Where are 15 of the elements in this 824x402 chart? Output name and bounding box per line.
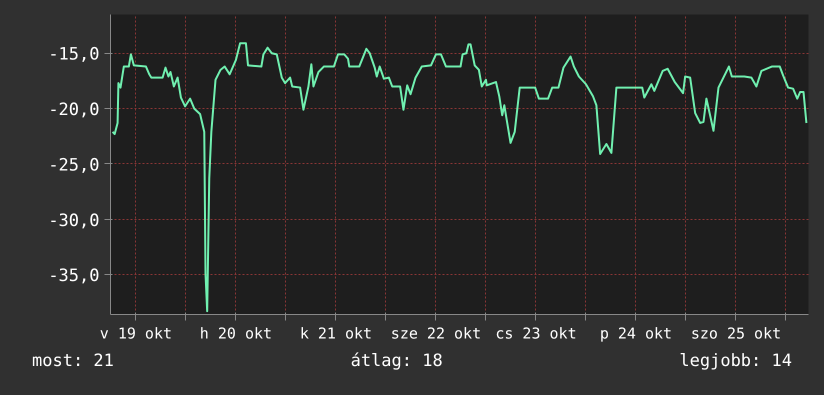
y-tick-label: -25,0 [48, 155, 100, 176]
y-tick-label: -30,0 [48, 210, 100, 231]
x-tick-label: h 20 okt [200, 324, 272, 342]
x-tick-label: p 24 okt [600, 324, 672, 342]
text: legjobb: 14 [679, 350, 792, 373]
x-tick-label: szo 25 okt [690, 324, 782, 342]
x-tick-label: sze 22 okt [390, 324, 482, 342]
y-tick-label: -35,0 [48, 266, 100, 286]
x-tick-label: k 21 okt [300, 324, 372, 342]
y-tick-label: -15,0 [48, 44, 100, 65]
text: átlag: 18 [350, 350, 443, 373]
x-tick-label: v 19 okt [100, 324, 172, 342]
x-tick-label: cs 23 okt [495, 324, 577, 342]
y-tick-label: -20,0 [48, 100, 100, 120]
text: most: 21 [32, 350, 114, 373]
